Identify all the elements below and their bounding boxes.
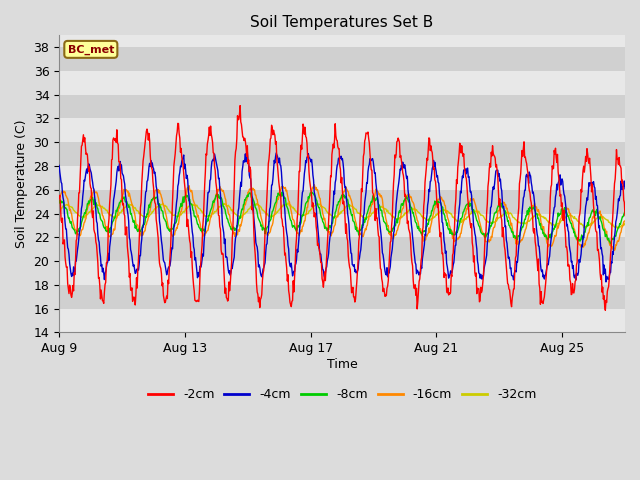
Title: Soil Temperatures Set B: Soil Temperatures Set B <box>250 15 434 30</box>
Bar <box>59 309 625 332</box>
Bar <box>59 142 625 166</box>
Y-axis label: Soil Temperature (C): Soil Temperature (C) <box>15 120 28 248</box>
Bar <box>59 166 625 190</box>
Bar <box>59 285 625 309</box>
Bar <box>59 261 625 285</box>
Bar <box>59 71 625 95</box>
X-axis label: Time: Time <box>326 358 358 371</box>
Bar <box>59 237 625 261</box>
Bar <box>59 190 625 214</box>
Bar <box>59 119 625 142</box>
Text: BC_met: BC_met <box>68 44 114 55</box>
Bar <box>59 95 625 119</box>
Bar <box>59 47 625 71</box>
Legend: -2cm, -4cm, -8cm, -16cm, -32cm: -2cm, -4cm, -8cm, -16cm, -32cm <box>143 383 541 406</box>
Bar <box>59 214 625 237</box>
